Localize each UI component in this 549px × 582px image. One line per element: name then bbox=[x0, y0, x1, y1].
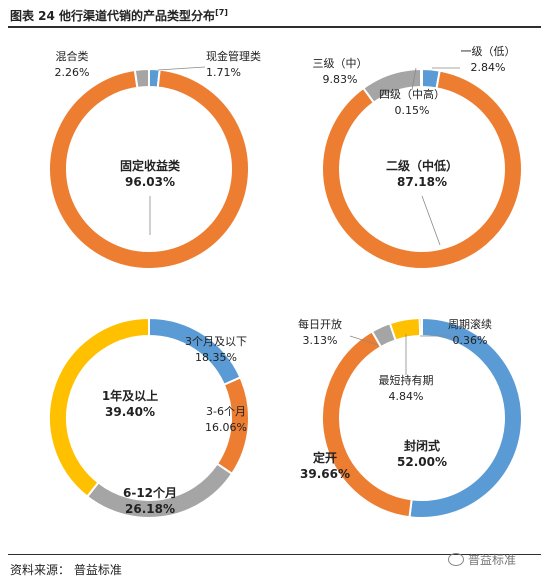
slice-value-4-5: 0.36% bbox=[453, 334, 488, 347]
slice-value-3-1: 18.35% bbox=[195, 351, 237, 364]
slice-label-3-1: 3个月及以下 bbox=[185, 335, 247, 348]
slice-value-2-3: 9.83% bbox=[323, 73, 358, 86]
leader-line-1-1 bbox=[157, 66, 206, 71]
donut-slice-4-1 bbox=[408, 316, 523, 519]
slice-label-2-1: 一级（低） bbox=[461, 45, 516, 58]
title-bar: 图表 24 他行渠道代销的产品类型分布[7] bbox=[8, 4, 541, 28]
slice-label-4-1: 封闭式 bbox=[404, 438, 440, 453]
leader-line-2-4 bbox=[411, 67, 417, 91]
donut-slice-4-5 bbox=[418, 316, 423, 338]
donut-chart-3: 3个月及以下 18.35% 3-6个月 16.06% 6-12个月 26.18% 1年及以上… bbox=[48, 316, 250, 519]
figure-title-ref: [7] bbox=[215, 8, 228, 17]
slice-label-2-2: 二级（中低） bbox=[386, 158, 458, 173]
slice-value-1-3: 2.26% bbox=[55, 66, 90, 79]
slice-value-3-4: 39.40% bbox=[105, 405, 155, 419]
donut-chart-2: 一级（低） 2.84% 二级（中低） 87.18% 三级（中） 9.83% 四级（中高） 0.… bbox=[313, 45, 523, 270]
donut-slice-1-2 bbox=[48, 68, 250, 270]
slice-label-2-4: 四级（中高） bbox=[379, 87, 445, 101]
leader-line-4-3 bbox=[349, 335, 379, 346]
donut-chart-1: 现金管理类 1.71% 固定收益类 96.03% 混合类 2.26% bbox=[48, 49, 261, 270]
slice-label-4-2: 定开 bbox=[313, 450, 337, 465]
slice-label-1-3: 混合类 bbox=[56, 49, 89, 63]
leader-line-2-2 bbox=[421, 195, 441, 246]
watermark-text: 普益标准 bbox=[468, 553, 517, 567]
slice-value-2-4: 0.15% bbox=[395, 104, 430, 117]
slice-value-2-1: 2.84% bbox=[471, 61, 506, 74]
slice-value-1-2: 96.03% bbox=[125, 175, 175, 189]
slice-label-1-2: 固定收益类 bbox=[120, 158, 181, 173]
donut-slice-4-2 bbox=[321, 330, 413, 519]
figure-title: 图表 24 他行渠道代销的产品类型分布[7] bbox=[10, 7, 228, 24]
slice-label-3-4: 1年及以上 bbox=[102, 388, 158, 403]
watermark: 普益标准 bbox=[448, 551, 516, 568]
slice-label-2-3: 三级（中） bbox=[313, 57, 368, 70]
slice-value-4-4: 4.84% bbox=[389, 390, 424, 403]
donut-slice-3-4 bbox=[48, 316, 150, 499]
slice-value-3-3: 26.18% bbox=[125, 502, 175, 516]
donut-slice-1-3 bbox=[133, 67, 150, 89]
donut-slice-2-2 bbox=[321, 69, 523, 270]
slice-value-2-2: 87.18% bbox=[397, 175, 447, 189]
donut-slice-2-4 bbox=[420, 67, 423, 89]
slice-value-4-3: 3.13% bbox=[303, 334, 338, 347]
donut-slice-4-4 bbox=[388, 317, 422, 342]
footer-divider bbox=[8, 554, 541, 555]
slice-label-3-3: 6-12个月 bbox=[123, 485, 177, 500]
source-note: 资料来源： 普益标准 bbox=[10, 563, 122, 577]
slice-value-3-2: 16.06% bbox=[205, 421, 247, 434]
slice-label-3-2: 3-6个月 bbox=[206, 405, 246, 418]
slice-value-4-1: 52.00% bbox=[397, 455, 447, 469]
donut-chart-4: 封闭式 52.00% 定开 39.66% 每日开放 3.13% 最短持有期 4.84% 周期滚续… bbox=[298, 316, 523, 519]
slice-label-4-3: 每日开放 bbox=[298, 317, 342, 331]
figure-title-text: 图表 24 他行渠道代销的产品类型分布 bbox=[10, 9, 216, 23]
wechat-icon bbox=[448, 553, 464, 566]
slice-value-4-2: 39.66% bbox=[300, 467, 350, 481]
slice-label-4-5: 周期滚续 bbox=[448, 317, 492, 331]
slice-label-1-1: 现金管理类 bbox=[206, 49, 261, 63]
slice-label-4-4: 最短持有期 bbox=[379, 373, 434, 387]
slice-value-1-1: 1.71% bbox=[206, 66, 241, 79]
